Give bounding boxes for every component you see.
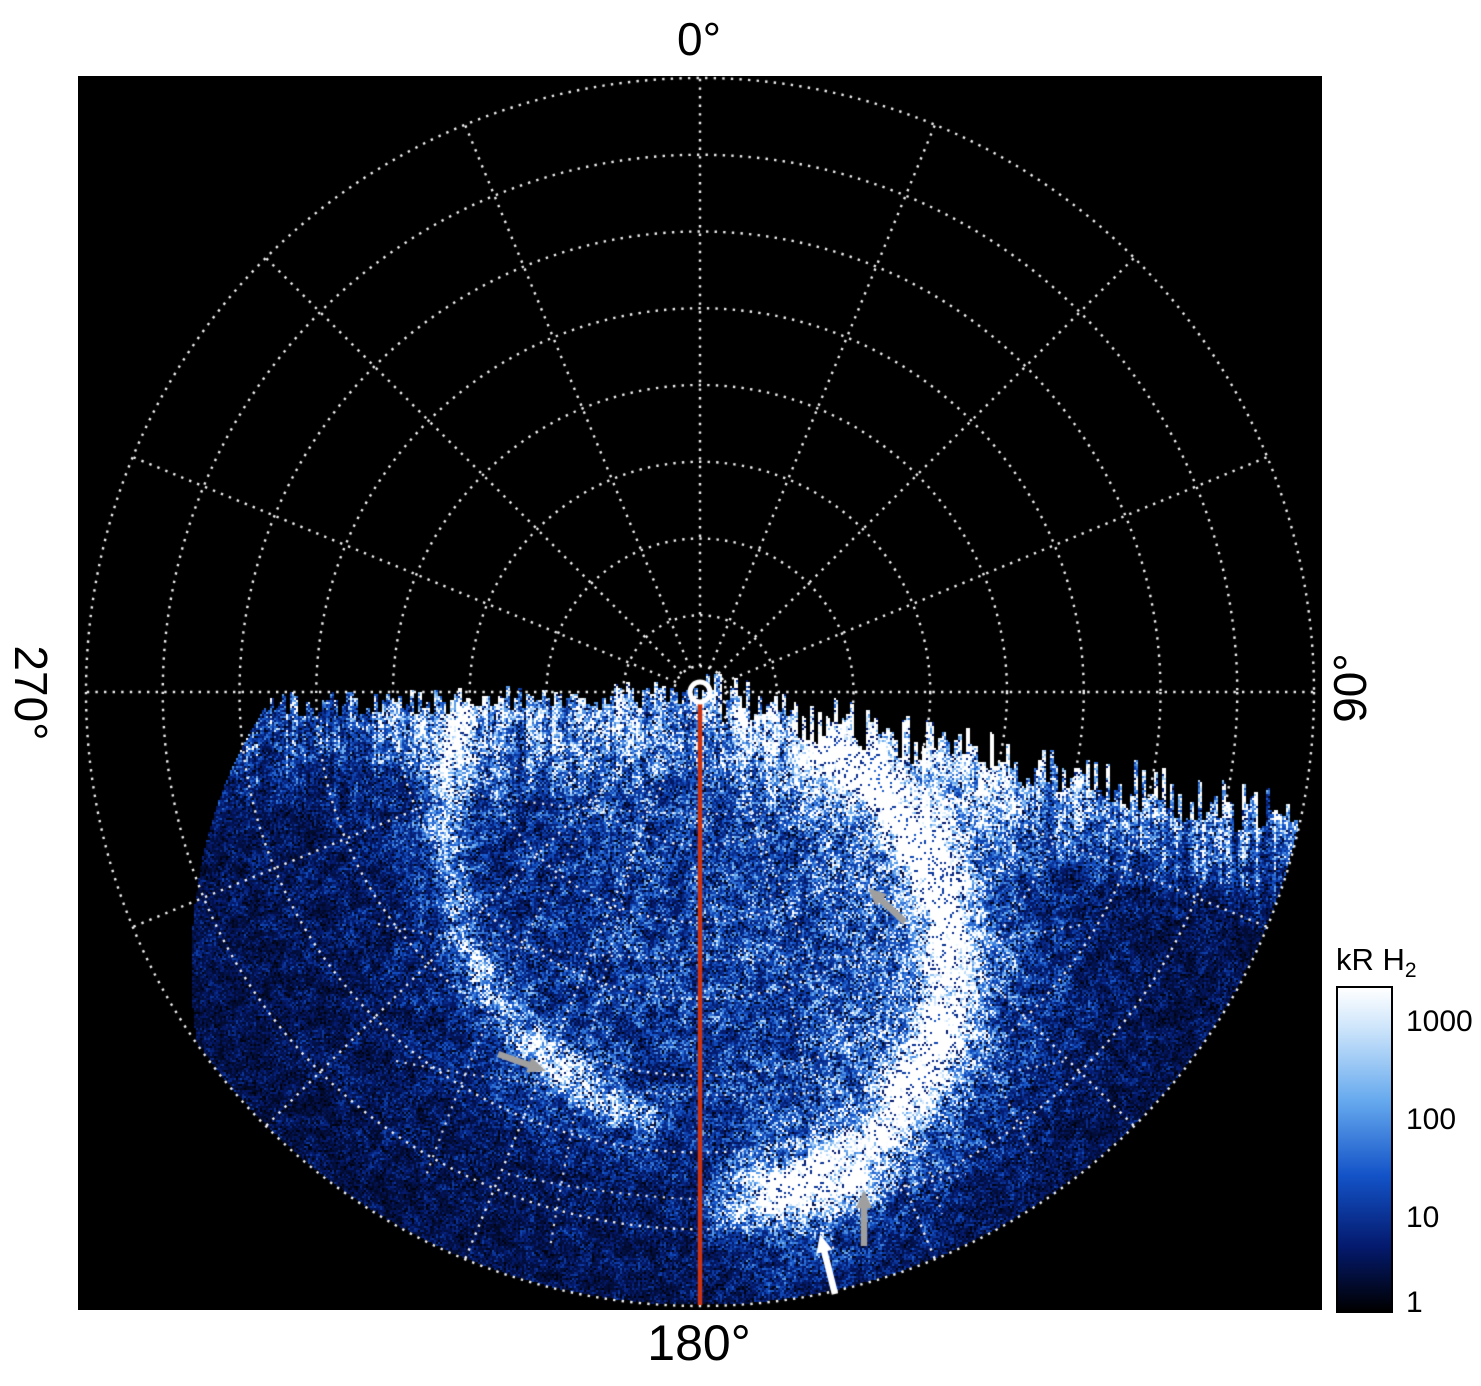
colorbar-tick-label: 1 [1406,1286,1423,1320]
colorbar: kR H2 1000 100 10 1 [1336,942,1481,1322]
angle-label-0: 0° [677,13,721,65]
colorbar-tick-label: 10 [1406,1201,1440,1235]
colorbar-tick-labels: 1000 100 10 1 [1406,986,1481,1319]
colorbar-tick-label: 1000 [1406,1004,1473,1038]
colorbar-title-subscript: 2 [1404,959,1417,983]
angle-label-180: 180° [647,1315,751,1371]
angle-label-270: 270° [5,645,57,741]
colorbar-title-text: kR H [1336,942,1405,977]
colorbar-title: kR H2 [1336,942,1481,983]
colorbar-gradient-strip [1336,986,1393,1313]
colorbar-tick-label: 100 [1406,1103,1457,1137]
polar-plot-canvas [78,76,1322,1310]
angle-label-90: 90° [1324,653,1376,723]
